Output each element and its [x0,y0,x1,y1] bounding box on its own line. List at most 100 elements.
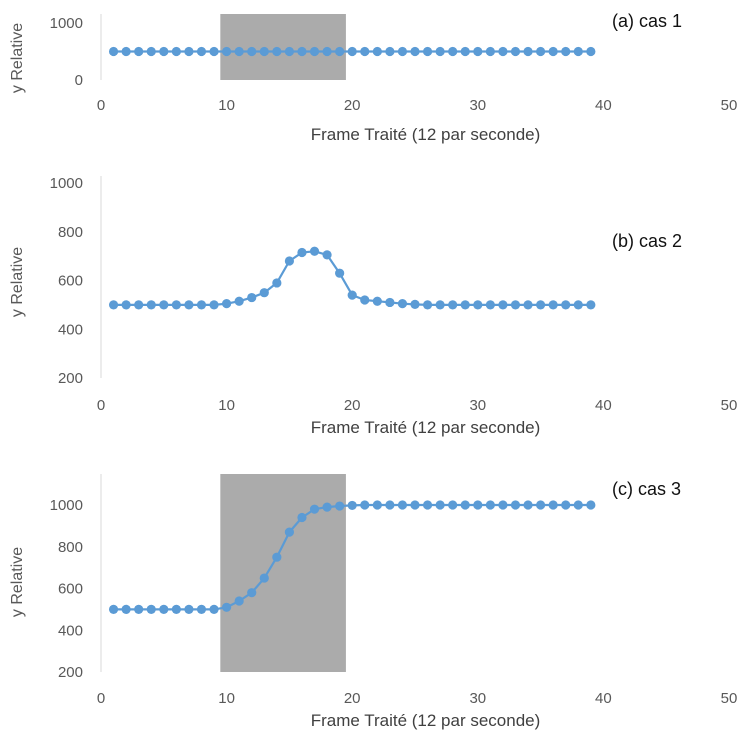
panel-label: (b) cas 2 [612,231,682,251]
data-point [586,500,596,510]
data-point [171,300,181,310]
x-tick-label: 40 [595,690,612,707]
data-point [347,500,357,511]
data-point [397,46,408,57]
data-point [322,502,332,512]
data-point [410,299,420,309]
data-point [510,300,521,310]
data-point [473,46,483,57]
data-point [297,46,307,57]
data-point [108,604,119,614]
data-point [498,300,508,310]
data-point [234,596,244,606]
chart-panel-2: 200 400 600 800 1000 0 10 20 30 40 50 Frame Traité … [9,175,737,437]
data-point [322,250,332,260]
data-point [460,500,470,510]
panel-label: (c) cas 3 [612,479,681,499]
chart-panel-1: 0 1000 0 10 20 30 40 50 Frame Traité (12 par sec… [9,11,737,144]
x-tick-label: 10 [218,97,235,114]
data-point [121,46,131,57]
data-point [297,512,307,523]
data-point [209,604,219,614]
data-point [297,247,307,258]
data-point [422,46,433,57]
x-tick-label: 40 [595,397,612,414]
data-point [159,300,169,310]
x-axis-label: Frame Traité (12 par seconde) [311,711,541,730]
data-point [523,46,533,57]
data-point [473,500,483,510]
data-point [196,300,207,310]
data-point [510,500,521,510]
data-point [259,288,269,298]
data-point [247,588,257,598]
x-tick-label: 0 [97,397,105,414]
data-point [222,602,232,612]
data-point [108,300,119,310]
y-axis-label: y Relative [9,547,26,617]
data-point [309,46,320,57]
data-point [523,500,533,510]
data-point [347,290,357,300]
data-point [448,500,458,510]
data-point [422,300,433,310]
data-point [498,500,508,510]
y-tick-label: 800 [58,224,83,241]
data-point [259,573,269,583]
data-point [272,552,282,562]
data-point [435,46,445,57]
data-point [586,46,596,57]
data-point [561,500,571,510]
data-point [284,46,294,57]
data-point [372,296,382,306]
data-point [397,500,408,510]
data-point [209,46,219,57]
data-point [536,46,546,57]
data-point [222,299,232,309]
data-point [360,295,370,305]
shaded-region [220,14,346,80]
data-point [171,46,181,57]
data-point [460,46,470,57]
data-point [372,500,382,510]
data-point [184,300,194,310]
y-tick-label: 0 [75,72,83,89]
y-tick-label: 200 [58,370,83,387]
data-point [385,500,395,510]
data-point [573,500,583,510]
data-point [146,604,156,614]
series-line [113,503,591,611]
data-point [121,604,131,614]
data-point [184,604,194,614]
data-point [134,604,144,614]
data-point [196,46,207,57]
data-point [536,300,546,310]
data-point [234,296,244,306]
data-point [485,300,495,310]
y-tick-label: 1000 [50,15,83,32]
y-axis-label: y Relative [9,247,26,317]
data-point [448,300,458,310]
x-tick-label: 20 [344,690,361,707]
x-tick-label: 50 [721,690,738,707]
data-point [196,604,207,614]
data-point [134,300,144,310]
y-axis-label: y Relative [9,23,26,93]
data-point [347,46,357,57]
x-tick-label: 40 [595,97,612,114]
data-point [121,300,131,310]
data-point [573,46,583,57]
data-point [171,604,181,614]
data-point [448,46,458,57]
y-tick-label: 1000 [50,175,83,192]
y-tick-label: 400 [58,622,83,639]
data-point [385,297,395,308]
data-point [247,46,257,57]
x-axis-label: Frame Traité (12 par seconde) [311,125,541,144]
data-point [272,46,282,57]
y-tick-label: 600 [58,581,83,598]
data-point [134,46,144,57]
data-point [108,46,119,57]
x-tick-label: 50 [721,397,738,414]
